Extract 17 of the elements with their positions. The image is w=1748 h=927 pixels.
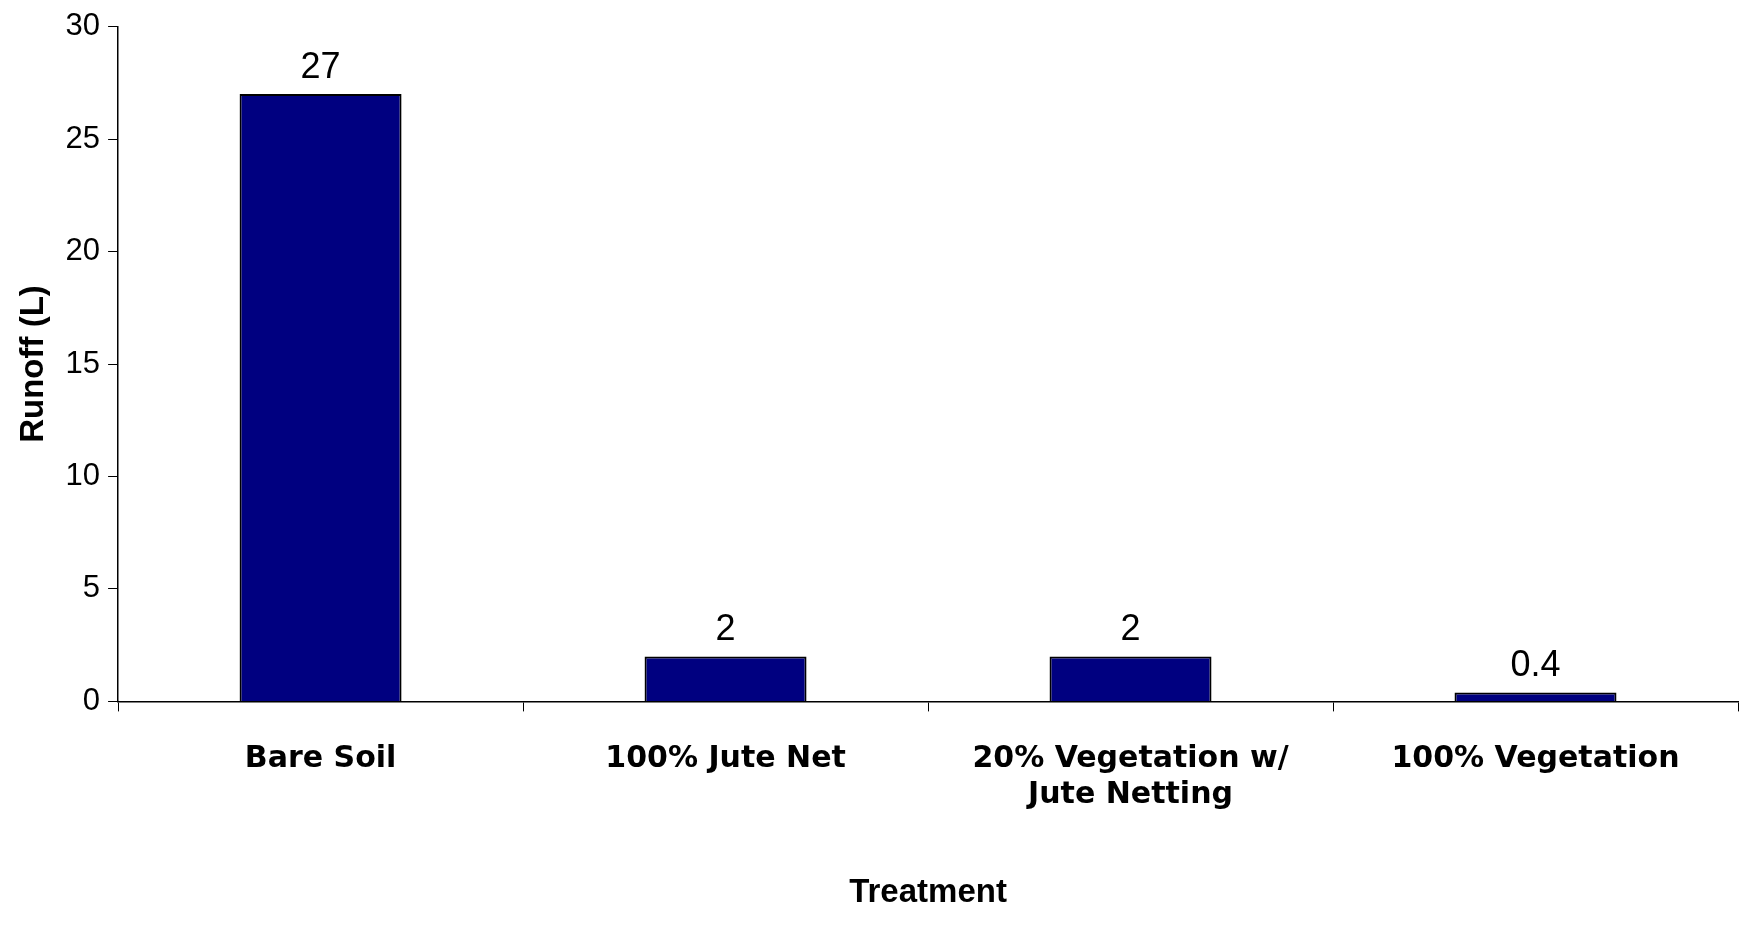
x-tick-label: Bare Soil [244,739,397,775]
x-tick-label: 100% Jute Net [605,739,846,775]
x-tick-label: 100% Vegetation [1391,739,1680,775]
y-axis-title: Runoff (L) [12,285,50,443]
x-axis-title: Treatment [849,872,1007,910]
data-label: 2 [715,607,736,649]
data-label: 0.4 [1510,643,1561,685]
y-tick-label: 20 [65,232,101,268]
data-label: 2 [1120,607,1141,649]
y-tick-label: 0 [82,681,101,717]
y-tick-label: 30 [65,7,101,43]
y-tick-label: 5 [82,569,101,605]
x-tick-label: 20% Vegetation w/ Jute Netting [972,739,1289,811]
data-label: 27 [300,45,341,86]
y-tick-label: 10 [65,457,101,493]
y-tick-label: 25 [65,119,101,155]
y-tick-label: 15 [65,344,101,380]
